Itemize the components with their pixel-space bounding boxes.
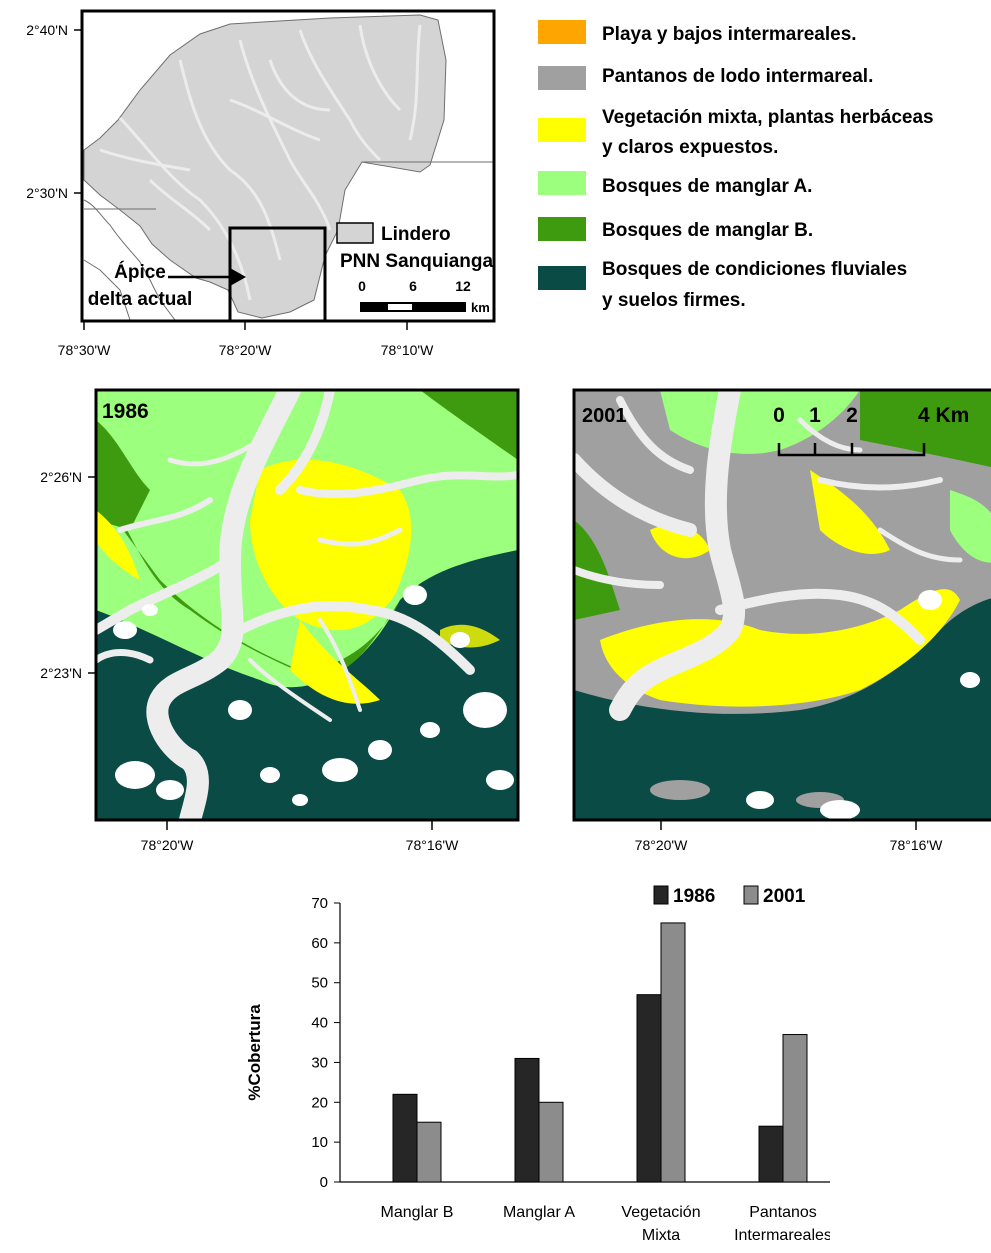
legend-label-6-line2: y suelos firmes. bbox=[602, 290, 746, 311]
fluvial-forest-area bbox=[96, 550, 518, 820]
map-2001-year: 2001 bbox=[582, 405, 627, 427]
y-tick-label: 60 bbox=[311, 935, 328, 952]
y-tick-label: 30 bbox=[311, 1054, 328, 1071]
category-label: Intermareales bbox=[734, 1227, 830, 1244]
bar-2001-2 bbox=[660, 922, 686, 1183]
legend-label-3: Vegetación mixta, plantas herbáceas bbox=[602, 107, 934, 128]
category-label: Pantanos bbox=[749, 1204, 817, 1221]
map-2001: 2001 0 1 2 4 Km 78°20'W 78°16'W bbox=[572, 388, 991, 853]
legend-label-2001: 2001 bbox=[763, 886, 806, 907]
y-axis-label: %Cobertura bbox=[245, 1004, 264, 1101]
overview-map: 2°40'N 2°30'N 78°30'W 78°20'W 78°10'W Áp… bbox=[26, 9, 496, 358]
legend-swatch-2 bbox=[538, 66, 586, 90]
map-1986-year: 1986 bbox=[102, 400, 149, 423]
boundary-legend-line1: Lindero bbox=[381, 224, 451, 245]
river-channels bbox=[574, 390, 963, 721]
category-label: Manglar A bbox=[503, 1204, 575, 1221]
y-tick-label: 50 bbox=[311, 975, 328, 992]
legend-label-5: Bosques de manglar B. bbox=[602, 220, 813, 241]
boundary-legend-line2: PNN Sanquianga bbox=[340, 251, 494, 272]
bar-2001-0 bbox=[416, 1121, 442, 1183]
legend-label-1: Playa y bajos intermareales. bbox=[602, 24, 857, 45]
map-2001-lon-1: 78°20'W bbox=[635, 837, 688, 853]
mangrove-b-area bbox=[574, 520, 620, 620]
legend-swatch-4 bbox=[538, 171, 586, 195]
legend-swatch-5 bbox=[538, 217, 586, 241]
legend-label-1986: 1986 bbox=[673, 886, 715, 907]
legend-swatch-1986 bbox=[653, 885, 669, 905]
map-1986-lon-1: 78°20'W bbox=[141, 837, 194, 853]
delta-land bbox=[83, 14, 447, 319]
overview-scale-unit: km bbox=[471, 300, 490, 315]
overview-lat-label-2: 2°30'N bbox=[26, 185, 68, 201]
overview-lon-label-1: 78°30'W bbox=[58, 342, 111, 358]
bar-1986-0 bbox=[392, 1093, 418, 1183]
legend-label-6: Bosques de condiciones fluviales bbox=[602, 259, 907, 280]
cover-bar-chart: 0 10 20 30 40 50 60 70 %Cobertura Manglar B Mangla… bbox=[245, 885, 830, 1244]
map-2001-scale-4km: 4 Km bbox=[918, 404, 969, 427]
bar-2001-1 bbox=[538, 1101, 564, 1183]
map-1986-lat-2: 2°23'N bbox=[40, 665, 82, 681]
apex-label-line1: Ápice bbox=[114, 261, 166, 283]
y-tick-label: 40 bbox=[311, 1015, 328, 1032]
bar-1986-2 bbox=[636, 994, 662, 1183]
map-2001-scale-2: 2 bbox=[846, 404, 858, 427]
mainland-coast bbox=[83, 161, 494, 321]
category-label: Manglar B bbox=[381, 1204, 454, 1221]
mixed-vegetation-area bbox=[600, 589, 960, 707]
bar-1986-1 bbox=[514, 1057, 540, 1183]
bar-1986-3 bbox=[758, 1125, 784, 1183]
map-2001-scale-0: 0 bbox=[773, 404, 785, 427]
legend-label-2: Pantanos de lodo intermareal. bbox=[602, 66, 873, 87]
legend-label-4: Bosques de manglar A. bbox=[602, 176, 812, 197]
map-2001-scale-bar bbox=[777, 443, 926, 457]
overview-channels bbox=[99, 24, 422, 301]
map-1986: 1986 2°26'N 2°23'N 78°20'W 78°16'W bbox=[40, 388, 520, 853]
cloud-patches bbox=[113, 585, 514, 806]
map-1986-lat-1: 2°26'N bbox=[40, 469, 82, 485]
apex-label-line2: delta actual bbox=[88, 289, 193, 310]
map-2001-lon-2: 78°16'W bbox=[890, 837, 943, 853]
overview-scale-bar bbox=[360, 302, 466, 312]
y-tick-label: 0 bbox=[320, 1174, 328, 1191]
overview-lon-label-3: 78°10'W bbox=[381, 342, 434, 358]
y-tick-label: 10 bbox=[311, 1134, 328, 1151]
river-channels bbox=[96, 390, 518, 820]
land-cover-legend: Playa y bajos intermareales. Pantanos de … bbox=[538, 20, 934, 311]
category-label: Mixta bbox=[642, 1227, 680, 1244]
apex-arrow-head bbox=[230, 268, 246, 286]
y-tick-label: 70 bbox=[311, 895, 328, 912]
fluvial-forest-area bbox=[574, 598, 991, 820]
overview-scale-tick-6: 6 bbox=[409, 278, 417, 294]
bar-2001-3 bbox=[782, 1034, 808, 1183]
legend-swatch-2001 bbox=[743, 885, 759, 905]
cloud-patches bbox=[746, 590, 980, 820]
legend-swatch-1 bbox=[538, 20, 586, 44]
y-tick-label: 20 bbox=[311, 1094, 328, 1111]
overview-scale-tick-12: 12 bbox=[455, 278, 471, 294]
legend-swatch-3 bbox=[538, 118, 586, 142]
legend-swatch-6 bbox=[538, 266, 586, 290]
map-2001-scale-1: 1 bbox=[809, 404, 821, 427]
mixed-vegetation-area bbox=[250, 459, 412, 631]
category-label: Vegetación bbox=[621, 1204, 700, 1221]
boundary-legend-swatch bbox=[336, 222, 374, 244]
mangrove-a-area bbox=[660, 390, 860, 454]
overview-scale-tick-0: 0 bbox=[358, 278, 366, 294]
legend-label-3-line2: y claros expuestos. bbox=[602, 137, 778, 158]
overview-lat-label-1: 2°40'N bbox=[26, 22, 68, 38]
map-1986-lon-2: 78°16'W bbox=[406, 837, 459, 853]
overview-lon-label-2: 78°20'W bbox=[219, 342, 272, 358]
